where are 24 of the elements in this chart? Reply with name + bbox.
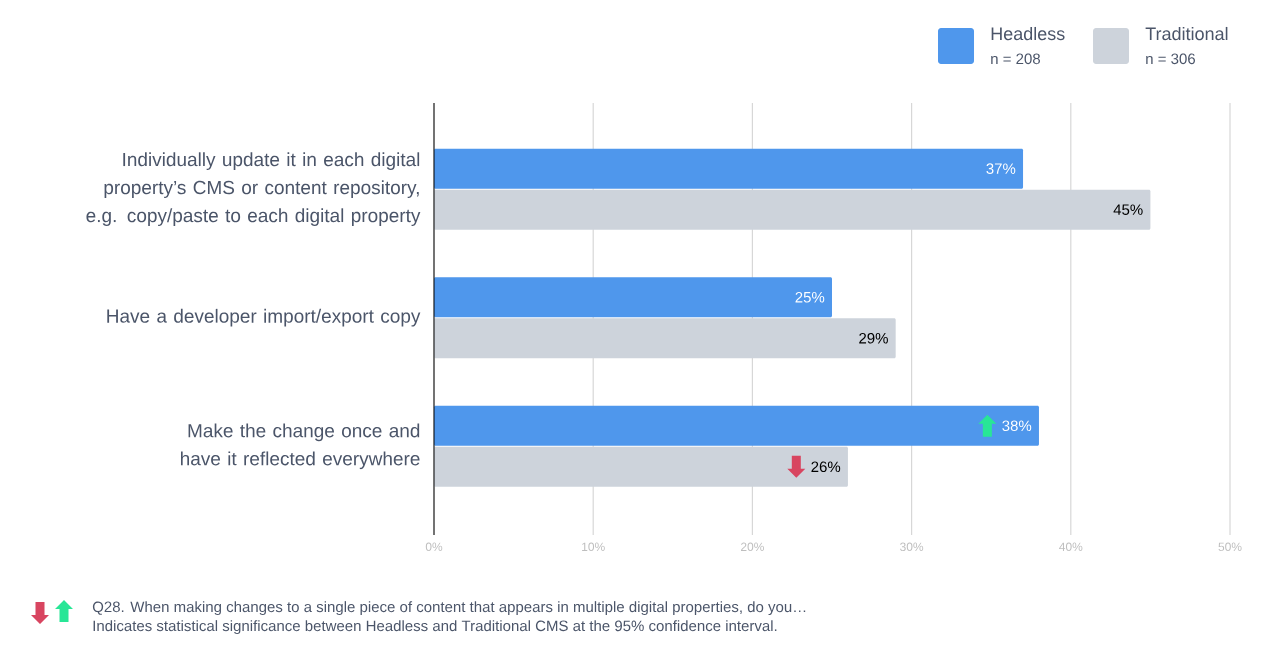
text: Q28. When making changes to a single piece of content that appears in multiple digital properties, do you… (92, 601, 806, 616)
x-tick-label: 20% (740, 542, 764, 552)
legend-label: Headless (991, 26, 1065, 41)
x-tick-label: 40% (1059, 542, 1083, 552)
x-tick-label: 30% (900, 542, 924, 552)
text: n = 208 (991, 53, 1040, 65)
bar (434, 148, 1024, 189)
legend-label: Traditional (1145, 26, 1228, 41)
x-tick-label: 50% (1218, 542, 1242, 552)
x-tick-label: 0% (425, 542, 443, 552)
bar (434, 277, 832, 318)
data-label: 45% (1113, 204, 1143, 215)
y-tick-label: Have a developer import/export copy (107, 308, 421, 327)
text: n = 306 (1146, 53, 1195, 65)
bar (434, 405, 1039, 446)
text: Indicates statistical significance between Headless and Traditional CMS at the 95% confidence interval. (93, 620, 777, 635)
data-label: 37% (986, 163, 1016, 174)
data-label: 25% (795, 291, 825, 303)
data-label: 26% (811, 461, 841, 473)
data-label: 29% (859, 332, 888, 344)
data-label: 38% (1002, 420, 1032, 432)
x-tick-label: 10% (582, 542, 605, 552)
y-tick-label: Individually update it in each digital property’s CMS or content repository, e.g. copy/paste to each digital property (86, 152, 421, 226)
y-tick-label: Make the change once and have it reflected everywhere (181, 423, 420, 470)
